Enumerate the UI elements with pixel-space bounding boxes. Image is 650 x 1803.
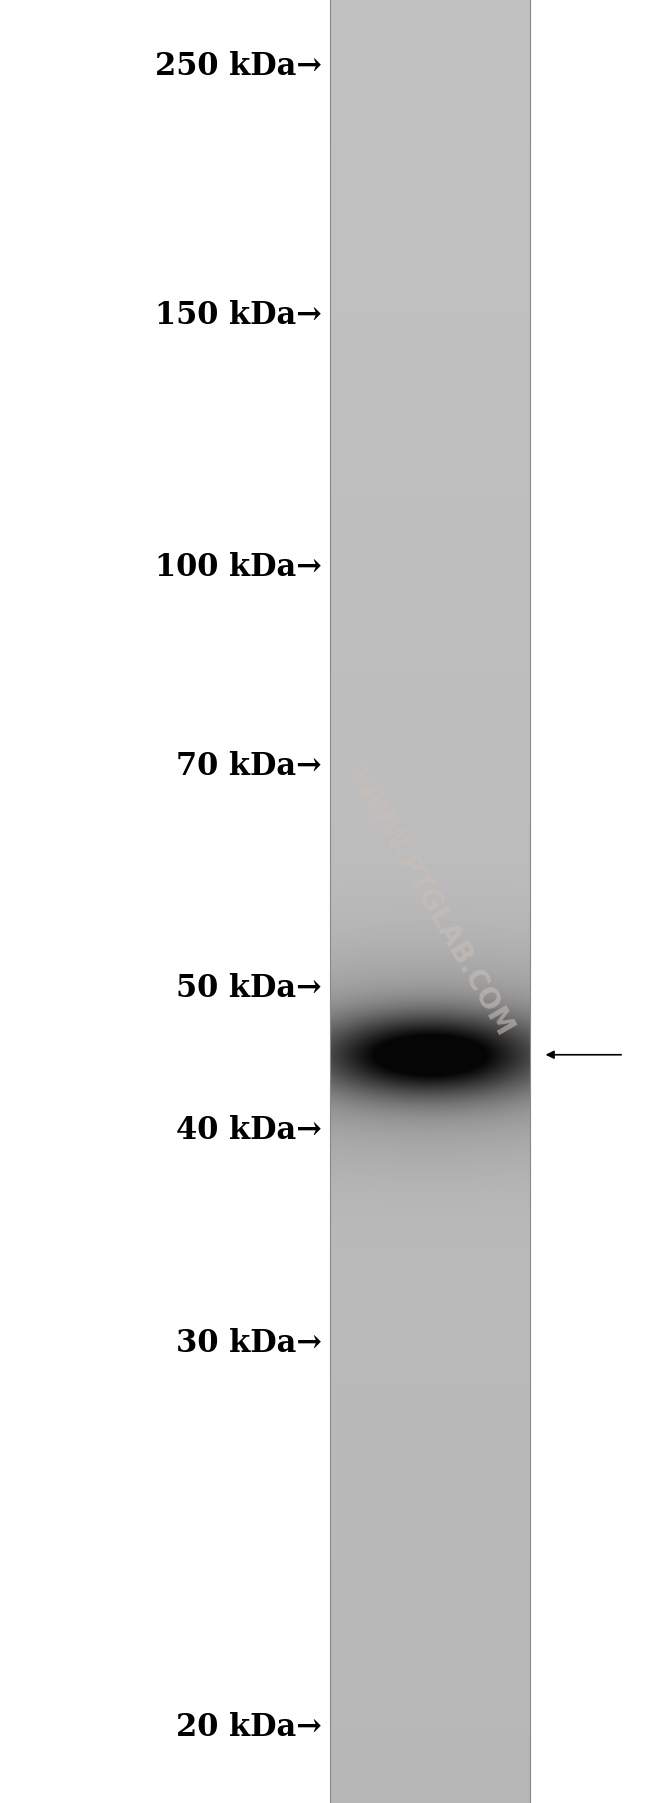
Text: WWW.PTGLAB.COM: WWW.PTGLAB.COM: [342, 763, 518, 1040]
Text: 40 kDa→: 40 kDa→: [176, 1114, 322, 1147]
Text: 250 kDa→: 250 kDa→: [155, 50, 322, 83]
Text: 70 kDa→: 70 kDa→: [176, 750, 322, 783]
Text: 30 kDa→: 30 kDa→: [176, 1327, 322, 1359]
Text: 100 kDa→: 100 kDa→: [155, 552, 322, 584]
Text: 20 kDa→: 20 kDa→: [176, 1711, 322, 1744]
Text: 50 kDa→: 50 kDa→: [176, 972, 322, 1004]
Text: 150 kDa→: 150 kDa→: [155, 299, 322, 332]
